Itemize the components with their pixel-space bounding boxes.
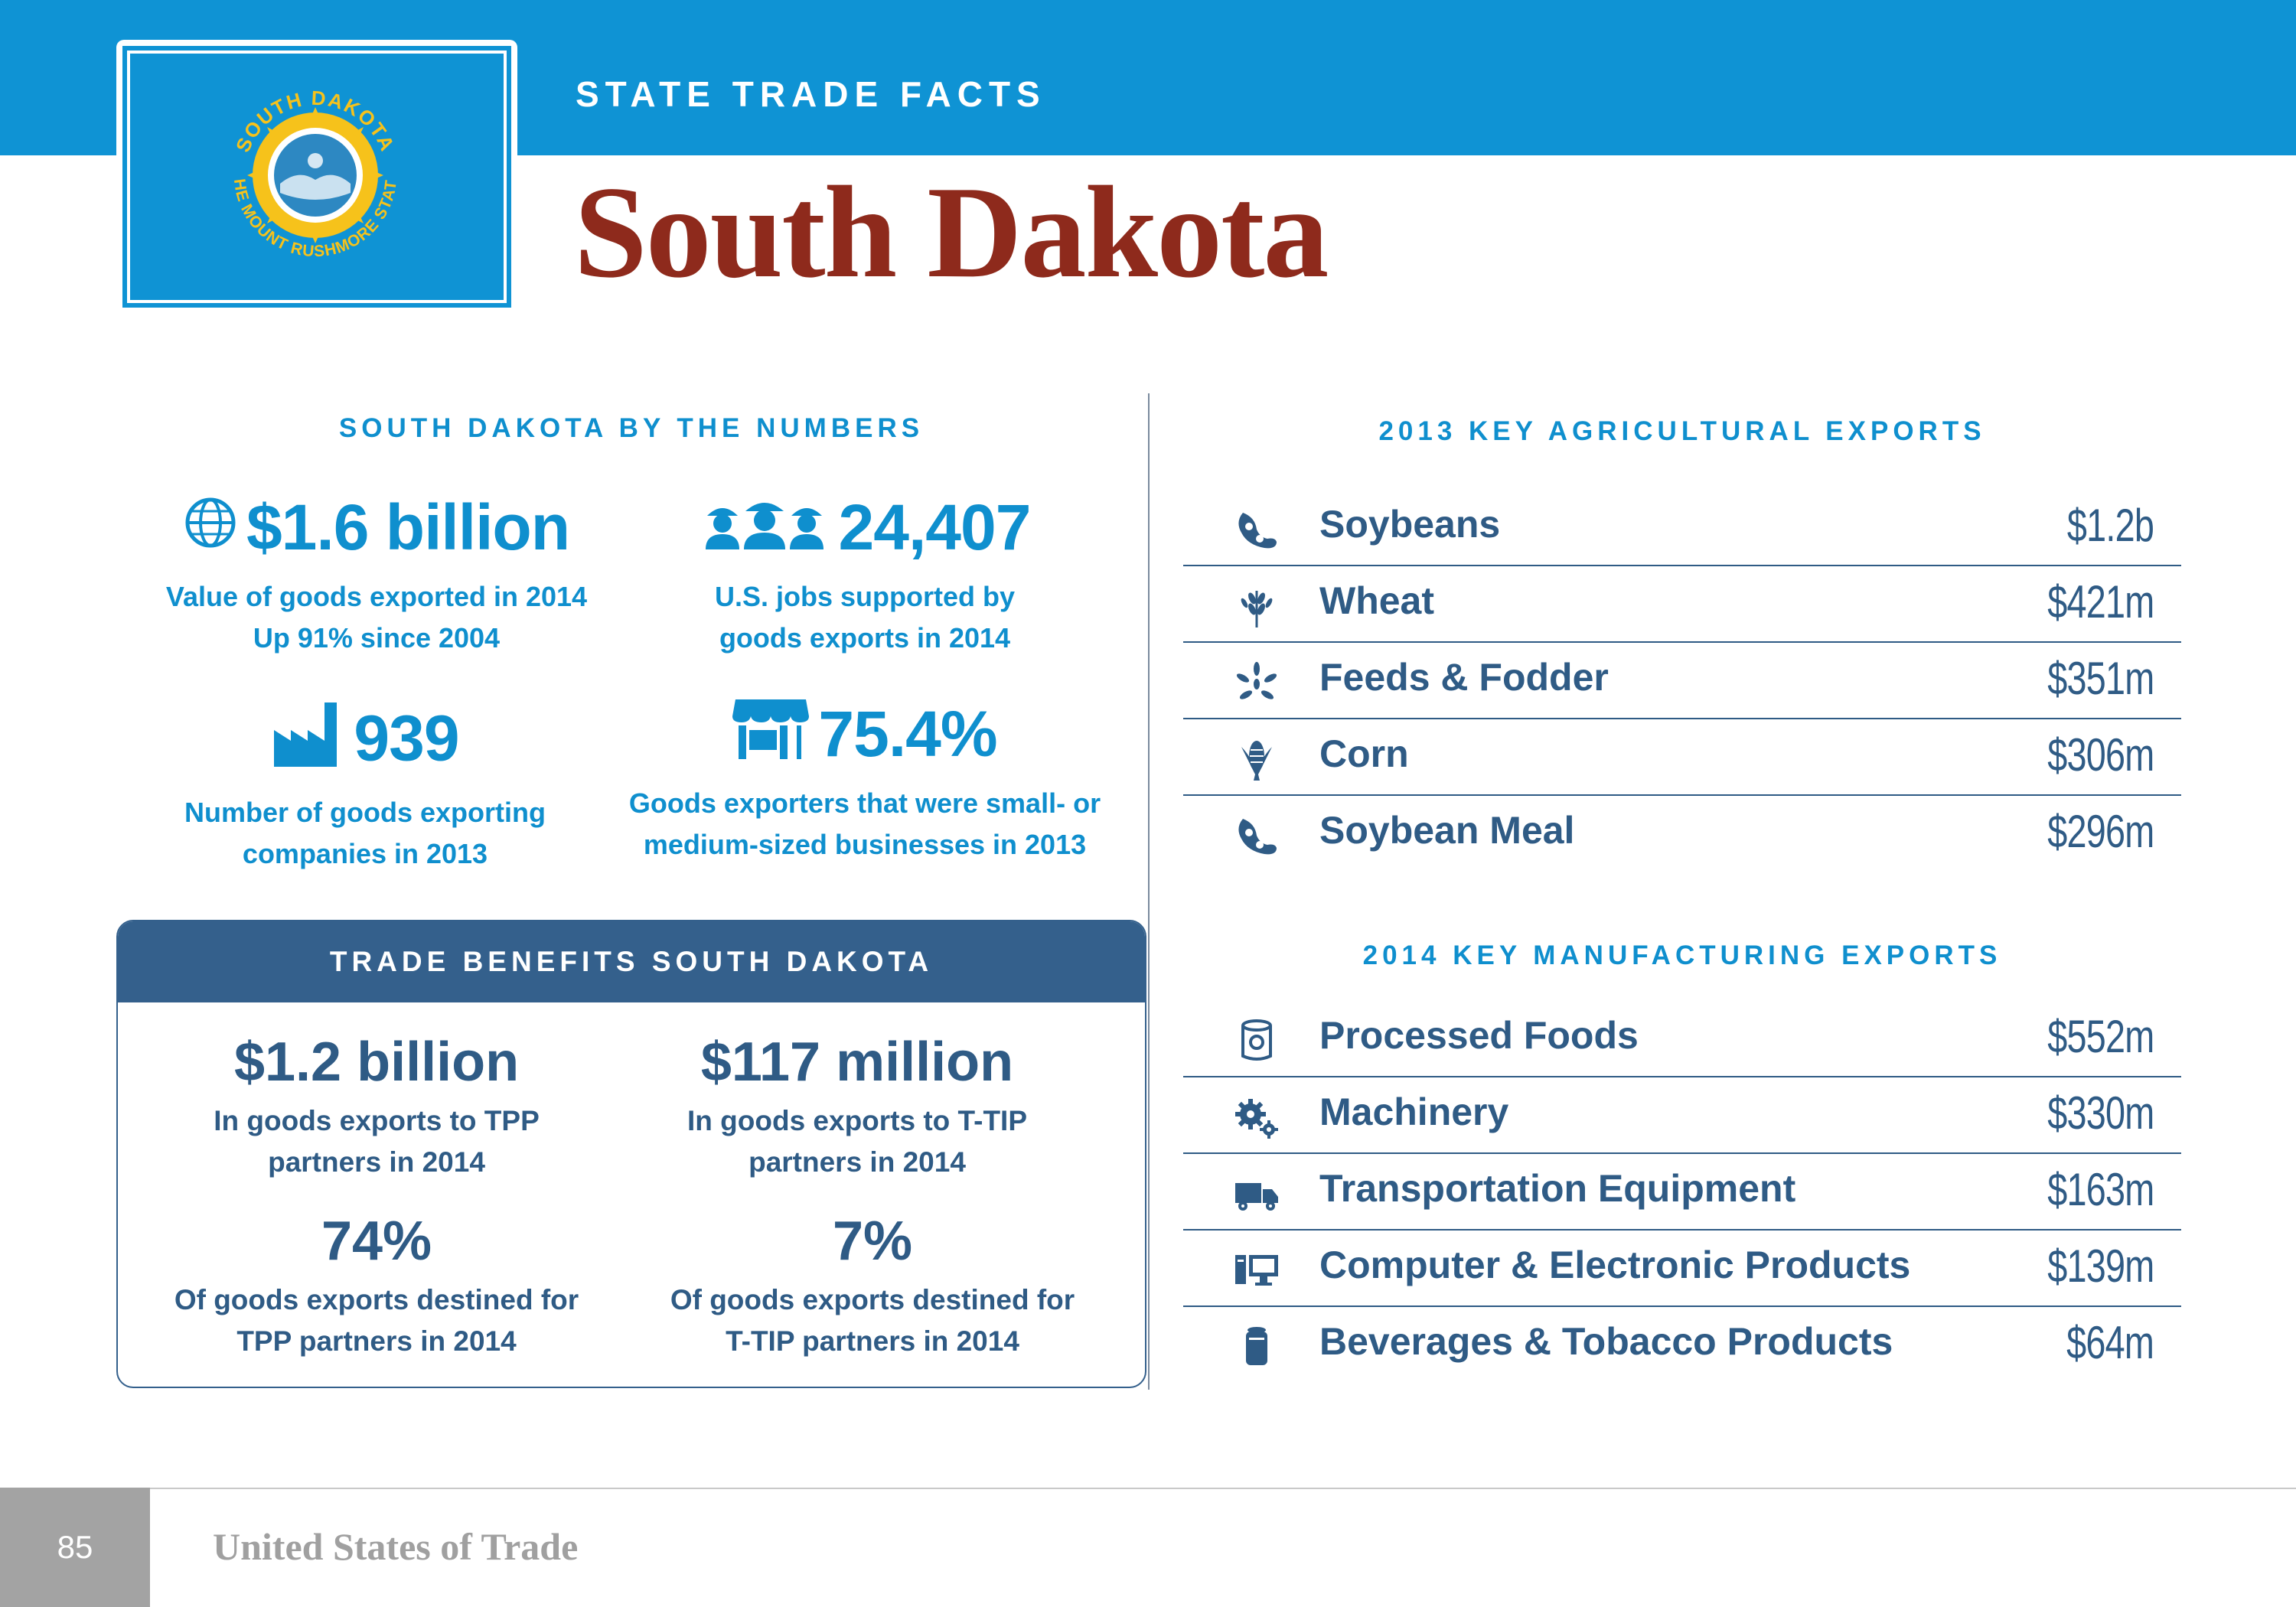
benefit-caption-line: T-TIP partners in 2014 [726, 1325, 1019, 1357]
benefit-value: $117 million [700, 1032, 1014, 1093]
export-value: $296m [2047, 806, 2154, 857]
list-item: Processed Foods $552m [1183, 1001, 2181, 1077]
state-flag: SOUTH DAKOTA THE MOUNT RUSHMORE STATE [122, 46, 511, 308]
list-item: Feeds & Fodder $351m [1183, 643, 2181, 719]
benefit-caption-line: Of goods exports destined for [174, 1284, 579, 1315]
numbers-heading: SOUTH DAKOTA BY THE NUMBERS [338, 413, 925, 443]
export-value: $1.2b [2066, 500, 2154, 551]
export-name: Soybeans [1319, 503, 1501, 546]
seal-sun [308, 153, 323, 168]
benefit-tpp-exports: $1.2 billion In goods exports to TPP par… [116, 1035, 637, 1183]
stat-small-medium-exporters: 75.4% Goods exporters that were small- o… [605, 696, 1125, 865]
stat-export-value: $1.6 billion Value of goods exported in … [116, 490, 637, 659]
stat-caption-line: medium-sized businesses in 2013 [643, 829, 1087, 861]
stat-jobs: 24,407 U.S. jobs supported by goods expo… [612, 490, 1117, 659]
benefit-caption-line: partners in 2014 [268, 1146, 485, 1178]
corn-icon [1241, 741, 1272, 781]
trade-benefits-panel: TRADE BENEFITS SOUTH DAKOTA [116, 920, 1146, 1388]
soybean-icon [1238, 513, 1277, 549]
stat-caption-line: companies in 2013 [242, 838, 488, 869]
beverage-can-icon [1246, 1327, 1267, 1365]
stat-caption-line: Up 91% since 2004 [253, 621, 501, 654]
factory-icon [271, 696, 344, 780]
agricultural-heading: 2013 KEY AGRICULTURAL EXPORTS [1378, 416, 1986, 446]
stat-caption-line: Goods exporters that were small- or [628, 787, 1101, 820]
benefits-heading: TRADE BENEFITS SOUTH DAKOTA [118, 921, 1145, 1002]
stat-caption-line: goods exports in 2014 [719, 621, 1011, 654]
benefit-tpp-share: 74% Of goods exports destined for TPP pa… [116, 1214, 637, 1362]
flag-seal-graphic: SOUTH DAKOTA THE MOUNT RUSHMORE STATE [130, 54, 400, 260]
export-value: $421m [2047, 576, 2154, 627]
wheat-icon [1241, 591, 1273, 627]
benefit-ttip-share: 7% Of goods exports destined for T-TIP p… [620, 1214, 1125, 1362]
stat-value: 939 [354, 702, 459, 774]
export-name: Wheat [1319, 579, 1434, 622]
stat-value: 75.4% [818, 697, 997, 770]
truck-icon [1235, 1183, 1278, 1211]
benefit-caption-line: TPP partners in 2014 [236, 1325, 517, 1357]
export-value: $351m [2047, 653, 2154, 704]
export-name: Processed Foods [1319, 1014, 1639, 1057]
list-item: Transportation Equipment $163m [1183, 1154, 2181, 1231]
export-name: Beverages & Tobacco Products [1319, 1320, 1893, 1363]
benefit-value: $1.2 billion [233, 1032, 520, 1093]
benefit-caption-line: In goods exports to T-TIP [687, 1105, 1027, 1136]
list-item: Soybean Meal $296m [1183, 796, 2181, 872]
list-item: Soybeans $1.2b [1183, 490, 2181, 566]
export-name: Machinery [1319, 1090, 1509, 1133]
storefront-icon [732, 696, 810, 771]
benefit-caption-line: partners in 2014 [748, 1146, 966, 1178]
export-name: Feeds & Fodder [1319, 656, 1609, 699]
soybean-icon [1238, 819, 1277, 855]
export-name: Computer & Electronic Products [1319, 1244, 1911, 1286]
export-name: Corn [1319, 732, 1409, 775]
workers-icon [700, 495, 830, 559]
page-title: South Dakota [574, 160, 1329, 305]
benefit-caption-line: In goods exports to TPP [214, 1105, 540, 1136]
export-value: $139m [2047, 1240, 2154, 1292]
stat-caption-line: U.S. jobs supported by [714, 580, 1016, 612]
grain-icon [1236, 662, 1277, 699]
column-divider [1148, 393, 1150, 1390]
benefit-value: 74% [321, 1211, 432, 1272]
list-item: Computer & Electronic Products $139m [1183, 1231, 2181, 1307]
export-value: $306m [2047, 729, 2154, 781]
benefit-value: 7% [832, 1211, 913, 1272]
list-item: Beverages & Tobacco Products $64m [1183, 1307, 2181, 1384]
publication-title: United States of Trade [213, 1525, 579, 1568]
export-value: $330m [2047, 1087, 2154, 1139]
page-number: 85 [0, 1488, 150, 1607]
stat-value: $1.6 billion [246, 491, 570, 563]
seal-inner [274, 134, 357, 217]
globe-icon [184, 495, 237, 559]
list-item: Corn $306m [1183, 719, 2181, 796]
stat-caption-line: Number of goods exporting [184, 797, 546, 828]
section-kicker: STATE TRADE FACTS [576, 74, 1046, 114]
list-item: Machinery $330m [1183, 1077, 2181, 1154]
stat-caption-line: Value of goods exported in 2014 [165, 580, 588, 612]
list-item: Wheat $421m [1183, 566, 2181, 643]
computer-icon [1235, 1255, 1278, 1286]
gears-icon [1235, 1099, 1278, 1139]
export-value: $64m [2066, 1317, 2154, 1368]
benefit-ttip-exports: $117 million In goods exports to T-TIP p… [605, 1035, 1110, 1183]
can-icon [1241, 1019, 1272, 1061]
stat-exporting-companies: 939 Number of goods exporting companies … [116, 696, 614, 875]
export-value: $552m [2047, 1011, 2154, 1062]
export-name: Soybean Meal [1319, 809, 1575, 852]
benefit-caption-line: Of goods exports destined for [670, 1284, 1075, 1315]
stat-value: 24,407 [838, 491, 1032, 563]
export-name: Transportation Equipment [1319, 1167, 1796, 1210]
seal-landscape [280, 174, 351, 200]
footer-rule [150, 1488, 2296, 1489]
export-value: $163m [2047, 1164, 2154, 1215]
manufacturing-heading: 2014 KEY MANUFACTURING EXPORTS [1362, 940, 2002, 970]
